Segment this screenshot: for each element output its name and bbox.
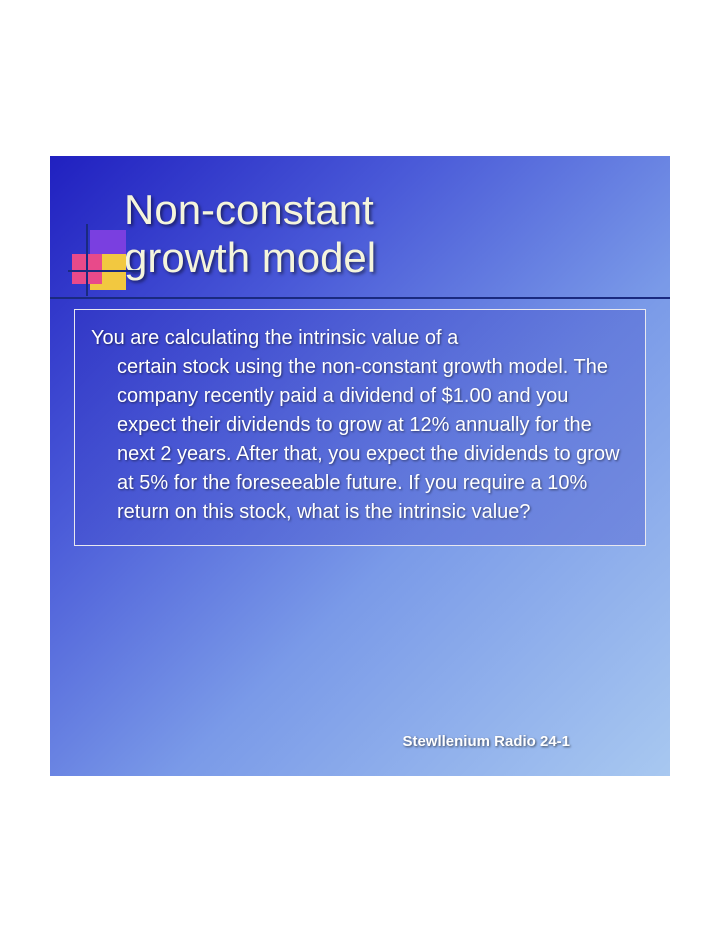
title-line-2: growth model: [124, 234, 376, 281]
body-first-line: You are calculating the intrinsic value …: [91, 327, 458, 349]
decorative-squares-icon: [72, 230, 142, 300]
title-underline: [50, 297, 670, 299]
cross-vertical-icon: [86, 224, 88, 296]
slide-footer: Stewllenium Radio 24-1: [402, 733, 570, 750]
content-box: You are calculating the intrinsic value …: [74, 309, 646, 546]
cross-horizontal-icon: [68, 270, 140, 272]
title-area: Non-constant growth model: [74, 186, 646, 283]
title-line-1: Non-constant: [124, 186, 374, 233]
body-text: You are calculating the intrinsic value …: [91, 324, 629, 527]
slide-title: Non-constant growth model: [124, 186, 646, 283]
slide: Non-constant growth model You are calcul…: [50, 156, 670, 776]
body-rest: certain stock using the non-constant gro…: [91, 353, 629, 527]
